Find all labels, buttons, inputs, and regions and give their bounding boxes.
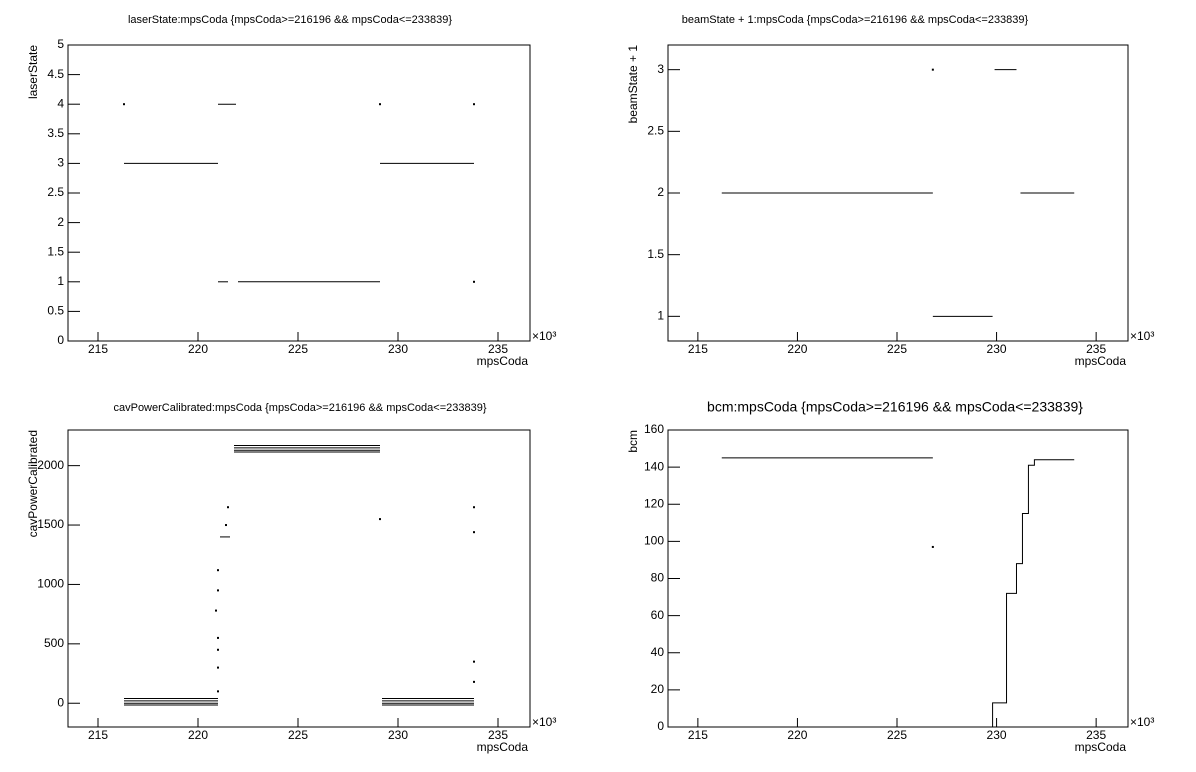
chart-title: laserState:mpsCoda {mpsCoda>=216196 && m… (128, 14, 452, 26)
x-tick-label: 225 (887, 728, 907, 742)
data-point (379, 103, 381, 106)
x-tick-label: 225 (887, 342, 907, 356)
y-tick-label: 2000 (37, 458, 64, 472)
data-point (123, 103, 125, 106)
data-point (473, 660, 475, 663)
data-point (473, 531, 475, 534)
x-multiplier: ×10³ (1130, 715, 1154, 729)
x-tick-label: 235 (1086, 342, 1106, 356)
x-tick-label: 230 (987, 728, 1007, 742)
data-point (215, 609, 217, 612)
y-tick-label: 60 (651, 608, 665, 622)
x-tick-label: 230 (388, 728, 408, 742)
x-tick-label: 235 (1086, 728, 1106, 742)
y-tick-label: 2.5 (647, 124, 664, 138)
y-tick-label: 0 (57, 333, 64, 347)
x-multiplier: ×10³ (532, 715, 556, 729)
data-point (225, 524, 227, 527)
x-tick-label: 225 (288, 728, 308, 742)
data-point (217, 648, 219, 651)
y-tick-label: 120 (644, 496, 664, 510)
y-tick-label: 3.5 (47, 126, 64, 140)
y-tick-label: 1.5 (47, 244, 64, 258)
data-point (217, 690, 219, 693)
data-point (931, 545, 934, 548)
x-tick-label: 215 (88, 728, 108, 742)
x-axis-label: mpsCoda (1075, 740, 1127, 754)
y-tick-label: 20 (651, 682, 665, 696)
y-tick-label: 4 (57, 96, 64, 110)
chart-title: bcm:mpsCoda {mpsCoda>=216196 && mpsCoda<… (707, 399, 1083, 415)
y-tick-label: 4.5 (47, 67, 64, 81)
data-point (217, 636, 219, 639)
data-point (217, 589, 219, 592)
x-tick-label: 225 (288, 342, 308, 356)
y-tick-label: 100 (644, 534, 664, 548)
x-tick-label: 220 (787, 342, 807, 356)
y-tick-label: 160 (644, 422, 664, 436)
y-tick-label: 3 (57, 156, 64, 170)
x-tick-label: 215 (88, 342, 108, 356)
y-tick-label: 0.5 (47, 304, 64, 318)
x-tick-label: 235 (488, 342, 508, 356)
data-point (227, 506, 229, 509)
data-point (217, 666, 219, 669)
x-tick-label: 215 (688, 728, 708, 742)
data-point (379, 518, 381, 521)
x-tick-label: 230 (388, 342, 408, 356)
x-multiplier: ×10³ (1130, 329, 1154, 343)
x-tick-label: 220 (188, 728, 208, 742)
data-line (992, 459, 1075, 727)
data-point (473, 680, 475, 683)
y-tick-label: 1.5 (647, 247, 664, 261)
y-tick-label: 500 (44, 636, 64, 650)
y-tick-label: 0 (57, 695, 64, 709)
x-multiplier: ×10³ (532, 329, 556, 343)
x-tick-label: 220 (188, 342, 208, 356)
y-tick-label: 140 (644, 459, 664, 473)
x-tick-label: 215 (688, 342, 708, 356)
x-tick-label: 220 (787, 728, 807, 742)
y-tick-label: 3 (657, 62, 664, 76)
chart-title: beamState + 1:mpsCoda {mpsCoda>=216196 &… (682, 14, 1029, 26)
y-tick-label: 1000 (37, 577, 64, 591)
data-point (217, 569, 219, 572)
y-axis-label: cavPowerCalibrated (26, 430, 40, 537)
x-axis-label: mpsCoda (477, 354, 529, 368)
plot-frame (67, 44, 531, 342)
x-axis-label: mpsCoda (1075, 354, 1127, 368)
y-tick-label: 5 (57, 37, 64, 51)
y-tick-label: 2 (657, 185, 664, 199)
data-point (931, 68, 934, 71)
y-tick-label: 2.5 (47, 185, 64, 199)
y-axis-label: bcm (626, 430, 640, 453)
y-tick-label: 1 (57, 274, 64, 288)
y-tick-label: 1500 (37, 517, 64, 531)
y-tick-label: 80 (651, 571, 665, 585)
data-point (473, 280, 475, 283)
x-axis-label: mpsCoda (477, 740, 529, 754)
plot-frame (667, 429, 1129, 728)
x-tick-label: 230 (987, 342, 1007, 356)
y-tick-label: 2 (57, 215, 64, 229)
y-tick-label: 1 (657, 309, 664, 323)
y-axis-label: laserState (26, 45, 40, 99)
data-point (473, 103, 475, 106)
plot-frame (67, 429, 531, 728)
y-axis-label: beamState + 1 (626, 45, 640, 124)
x-tick-label: 235 (488, 728, 508, 742)
data-point (473, 506, 475, 509)
y-tick-label: 0 (657, 719, 664, 733)
y-tick-label: 40 (651, 645, 665, 659)
chart-title: cavPowerCalibrated:mpsCoda {mpsCoda>=216… (113, 402, 486, 414)
